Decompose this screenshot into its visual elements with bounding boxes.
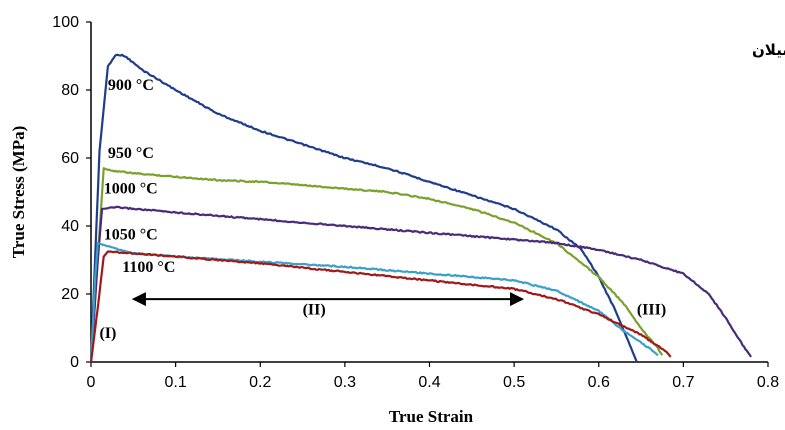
x-tick-label: 0.8: [757, 374, 779, 391]
series-label: 950 °C: [108, 145, 154, 162]
plot-area: 0 0.1 0.2 0.3 0.4 0.5 0.6 0.7 0.8 0 20 40 60 80 100 9…: [52, 14, 779, 391]
x-tick-label: 0.7: [672, 374, 694, 391]
series-label: 1100 °C: [122, 259, 175, 276]
series-line-1100c: [89, 250, 672, 363]
region-label: (I): [99, 325, 116, 342]
series-labels: 900 °C 950 °C 1000 °C 1050 °C 1100 °C: [104, 77, 176, 276]
region-label: (II): [303, 301, 326, 318]
x-tick-label: 0.3: [334, 374, 356, 391]
x-axis-ticks: 0 0.1 0.2 0.3 0.4 0.5 0.6 0.7 0.8: [87, 362, 779, 391]
y-tick-label: 100: [52, 14, 79, 31]
x-tick-label: 0.5: [503, 374, 525, 391]
series-line-1000c: [89, 205, 753, 363]
x-tick-label: 0: [87, 374, 96, 391]
y-tick-label: 20: [61, 286, 79, 303]
series-line-950c: [89, 167, 664, 363]
y-axis-ticks: 0 20 40 60 80 100: [52, 14, 91, 371]
series-label: 900 °C: [108, 77, 154, 94]
x-tick-label: 0.6: [588, 374, 610, 391]
region-label: (III): [637, 301, 666, 318]
x-axis-title: True Strain: [389, 407, 474, 426]
series-label: 1000 °C: [104, 181, 158, 198]
y-tick-label: 60: [61, 150, 79, 167]
x-tick-label: 0.4: [418, 374, 440, 391]
x-tick-label: 0.1: [165, 374, 187, 391]
y-tick-label: 80: [61, 82, 79, 99]
x-tick-label: 0.2: [249, 374, 271, 391]
series-label: 1050 °C: [104, 227, 158, 244]
series-line-1050c: [89, 241, 659, 363]
series-line-900c: [89, 53, 638, 363]
series-lines: [89, 53, 753, 363]
y-tick-label: 40: [61, 218, 79, 235]
y-tick-label: 0: [70, 354, 79, 371]
chart-title: ب) ناحیه تکفاز β: افت تدریجی تنش سیلان: [752, 41, 785, 59]
y-axis-title: True Stress (MPa): [9, 126, 28, 259]
